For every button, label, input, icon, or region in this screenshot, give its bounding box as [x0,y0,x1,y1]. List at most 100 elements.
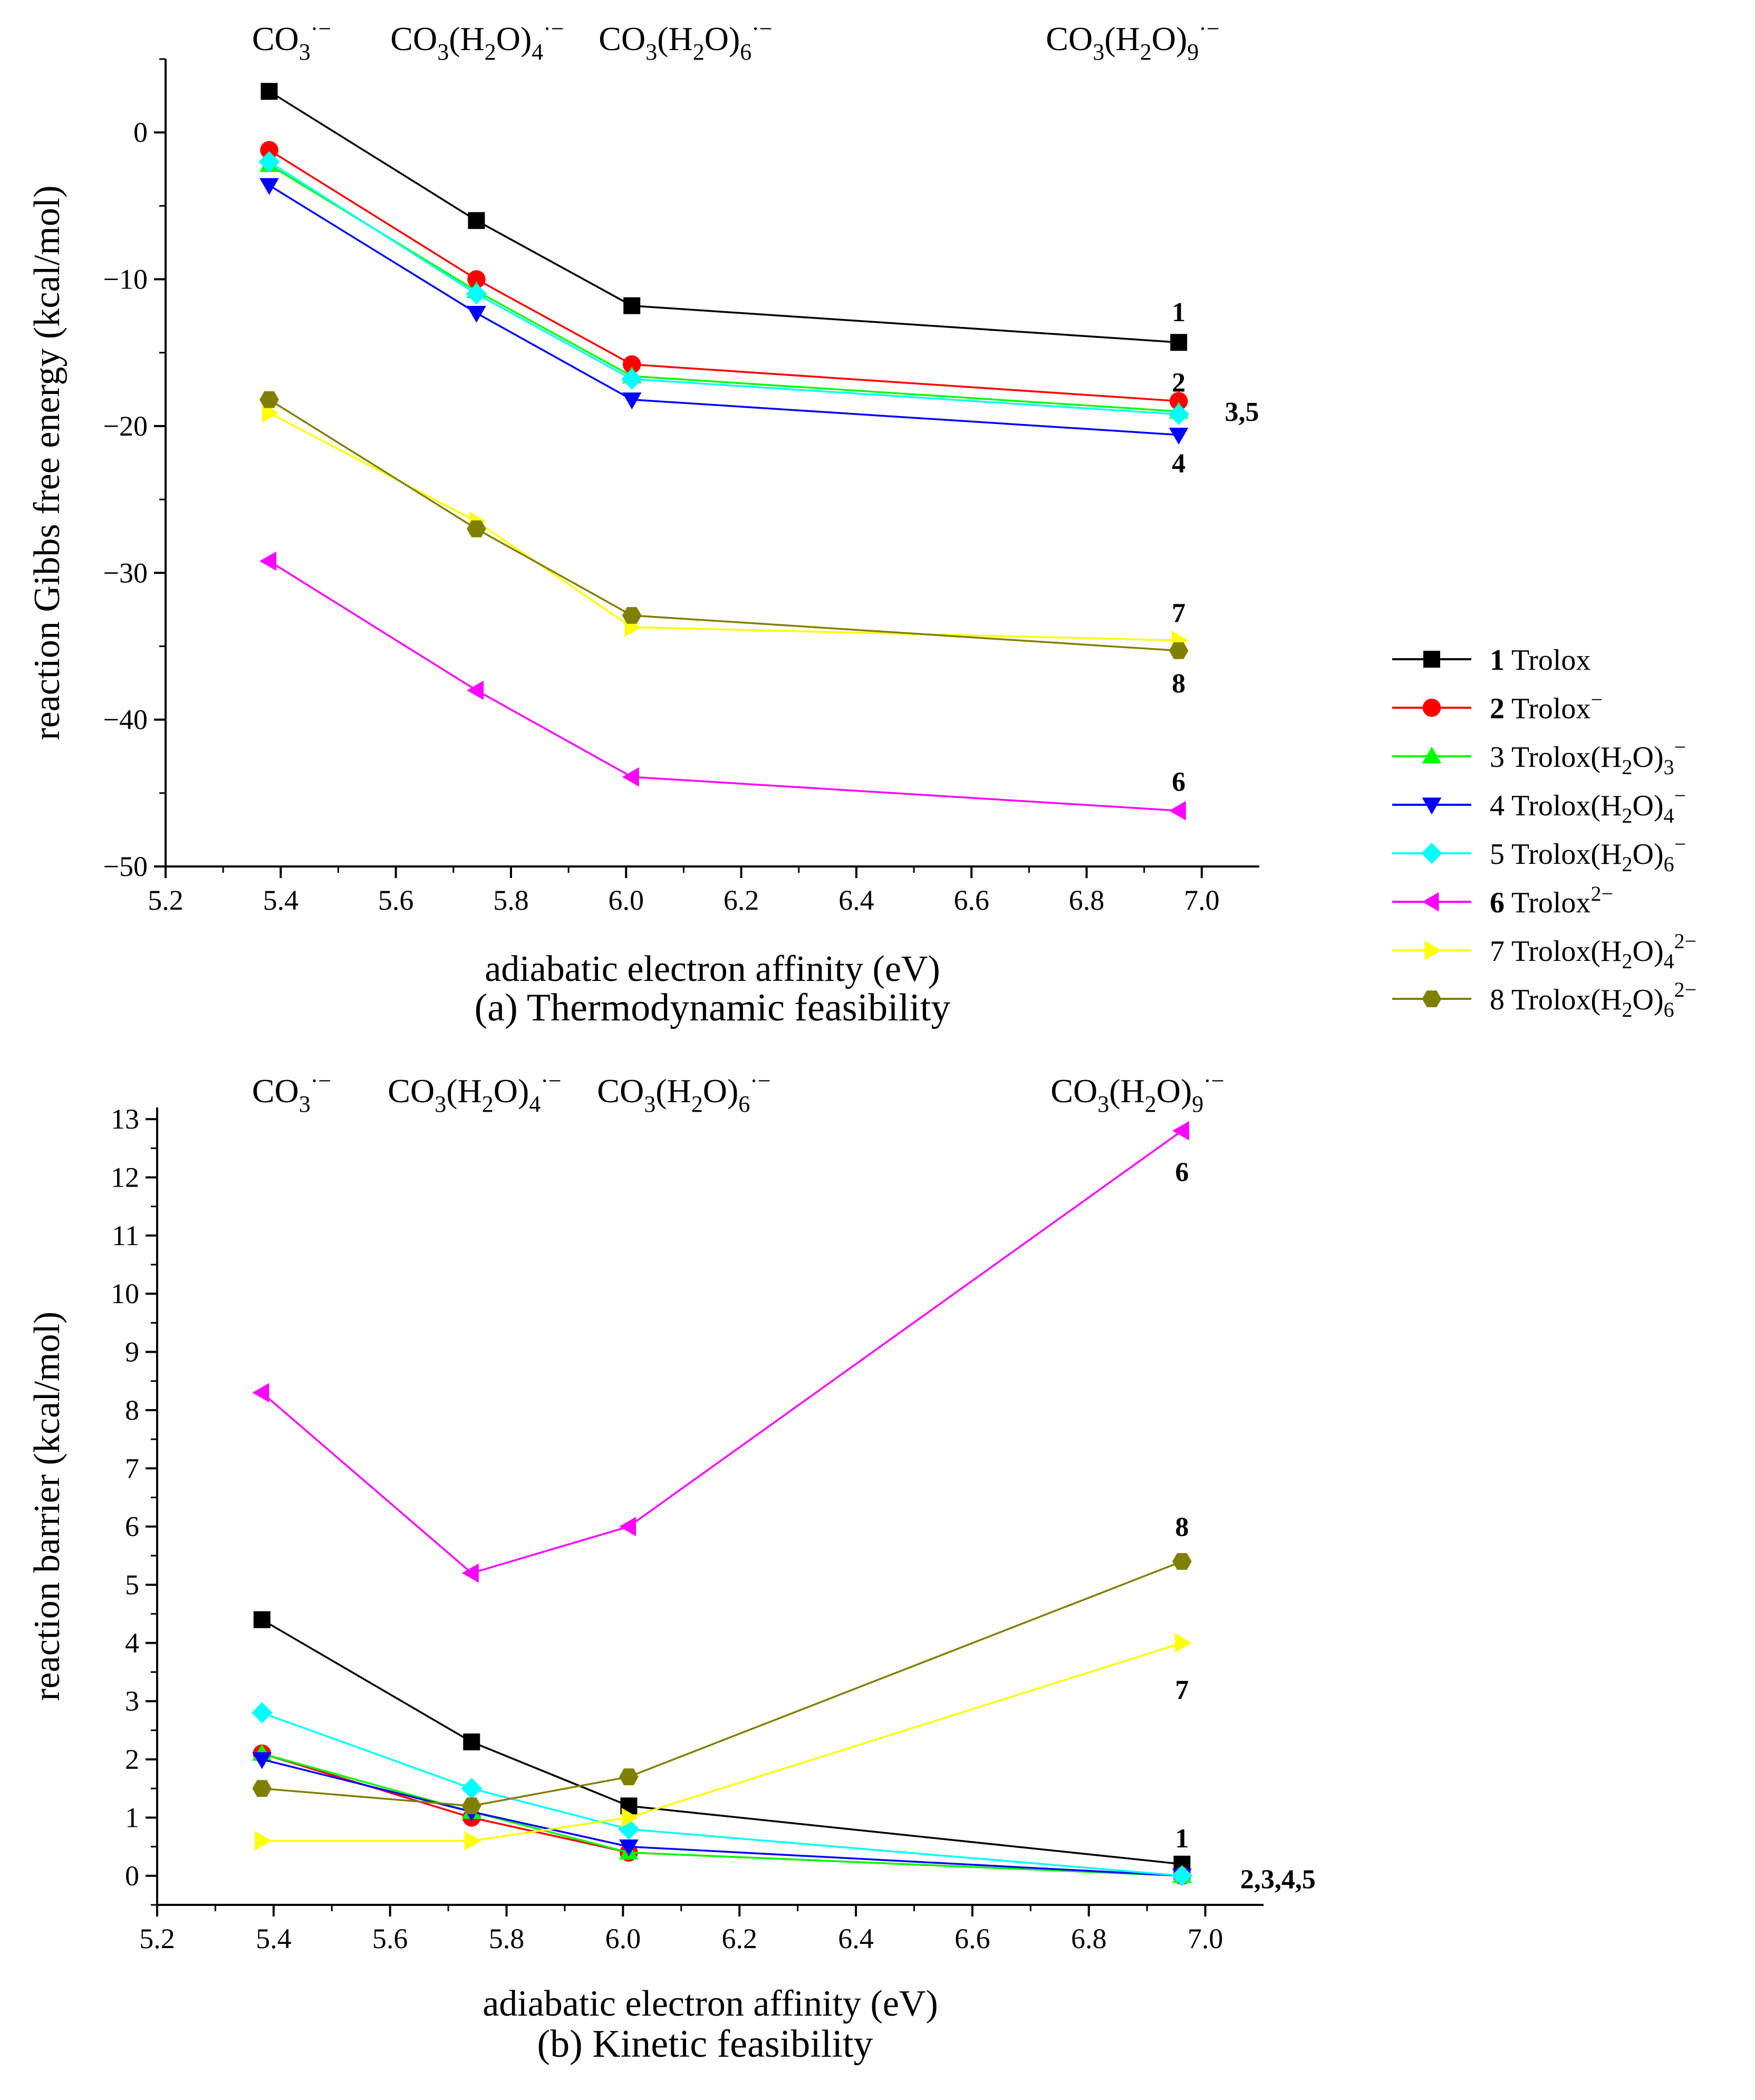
legend-marker [1422,797,1442,815]
legend-label: 2 Trolox− [1490,688,1603,725]
data-point-1 [253,1611,271,1629]
data-point-5 [251,1702,273,1723]
series-8 [252,1553,1192,1815]
series-line-5 [262,1712,1182,1877]
series-5 [258,151,1190,425]
series-line-6 [268,560,1179,812]
x-tick-label: 6.6 [954,1923,990,1954]
x-tick-label: 5.4 [256,1923,292,1954]
y-tick-label: 5 [125,1569,139,1601]
series-annotation: 2,3,4,5 [1240,1864,1316,1894]
series-annotation: 1 [1175,1824,1189,1854]
x-tick-label: 6.4 [838,884,874,916]
data-point-2 [260,141,278,159]
y-axis-label: reaction Gibbs free energy (kcal/mol) [27,185,68,740]
series-8 [259,391,1189,659]
x-tick-label: 6.2 [721,1923,757,1954]
x-tick-label: 6.2 [724,884,759,916]
x-tick-label: 5.6 [378,884,414,916]
x-axis-label: adiabatic electron affinity (eV) [485,949,940,989]
y-tick-label: −40 [103,704,148,736]
legend-label: 7 Trolox(H2O)42− [1490,929,1696,973]
data-point-5 [461,1778,483,1799]
y-tick-label: −30 [103,557,148,589]
panel-caption: (a) Thermodynamic feasibility [475,986,951,1029]
x-tick-label: 5.6 [372,1923,408,1954]
cluster-label: CO3(H2O)6·− [599,16,772,65]
y-tick-label: −20 [103,410,148,442]
series-line-8 [268,399,1179,652]
x-tick-label: 6.0 [609,884,644,916]
cluster-label: CO3·− [252,1068,331,1117]
data-point-7 [255,1831,272,1851]
cluster-label: CO3(H2O)4·− [390,16,564,65]
data-point-5 [1168,403,1190,425]
x-tick-label: 5.2 [139,1923,175,1954]
series-1 [261,83,1188,351]
legend-marker [1421,843,1442,864]
data-point-4 [619,1839,639,1856]
series-annotation: 8 [1175,1513,1189,1543]
y-tick-label: 8 [125,1394,139,1426]
series-5 [251,1702,1193,1886]
series-4 [259,178,1189,445]
data-point-8 [259,391,279,408]
legend-marker [1422,698,1441,717]
data-point-7 [1174,1633,1192,1653]
legend-label: 5 Trolox(H2O)6− [1490,832,1686,876]
series-6 [259,551,1186,821]
data-point-1 [463,1733,480,1750]
series-line-7 [262,1642,1182,1842]
chart-panel-a: 5.2 5.4 5.6 5.8 6.0 6.2 6.4 6.6 6.8 7.0 0 −10 −20 −30… [27,16,1259,1029]
data-point-8 [1169,642,1189,659]
legend-marker [1422,990,1442,1007]
legend-item-3: 3 Trolox(H2O)3− [1392,735,1686,779]
series-annotation: 7 [1172,598,1185,628]
legend-item-1: 1 Trolox [1392,644,1590,677]
cluster-label: CO3(H2O)9·− [1050,1068,1224,1117]
x-tick-label: 5.8 [493,884,529,916]
legend-label: 8 Trolox(H2O)62− [1490,978,1696,1022]
y-tick-label: 2 [125,1743,139,1775]
y-tick-label: 9 [125,1336,139,1368]
series-annotation: 8 [1172,669,1185,699]
data-point-4 [467,306,486,323]
legend-label: 3 Trolox(H2O)3− [1490,735,1686,779]
series-6 [252,1121,1189,1583]
x-tick-label: 6.8 [1069,884,1105,916]
series-2 [260,141,1188,410]
series-annotation: 6 [1172,767,1185,797]
series-7 [255,1633,1192,1851]
data-point-6 [622,767,639,787]
y-tick-label: 12 [111,1161,139,1193]
cluster-label: CO3(H2O)6·− [597,1068,770,1117]
x-tick-label: 5.8 [489,1923,525,1954]
x-axis-label: adiabatic electron affinity (eV) [483,1983,938,2024]
y-axis-label: reaction barrier (kcal/mol) [27,1312,68,1701]
x-tick-label: 6.8 [1071,1923,1107,1954]
y-tick-label: 13 [111,1103,139,1135]
y-tick-label: 1 [125,1802,139,1833]
x-tick-label: 6.0 [605,1923,641,1954]
series-line-8 [262,1560,1183,1807]
series-annotation: 6 [1175,1157,1189,1187]
data-point-1 [1170,334,1188,351]
data-point-5 [1171,1865,1193,1886]
legend: 1 Trolox 2 Trolox− 3 Trolox(H2O)3− 4 Trolox… [1392,644,1696,1022]
data-point-5 [258,151,280,172]
data-point-6 [467,680,484,700]
data-point-6 [619,1517,636,1536]
series-line-1 [261,1619,1182,1865]
legend-item-8: 8 Trolox(H2O)62− [1392,978,1696,1022]
series-line-6 [261,1130,1183,1574]
data-point-6 [1169,801,1186,821]
legend-marker [1423,651,1440,668]
series-line-1 [268,90,1179,343]
legend-label: 6 Trolox2− [1490,882,1613,919]
data-point-4 [252,1752,272,1769]
series-annotation: 1 [1172,297,1185,327]
data-point-6 [252,1383,269,1403]
data-point-1 [623,297,641,314]
y-tick-label: 4 [125,1627,139,1659]
legend-item-5: 5 Trolox(H2O)6− [1392,832,1686,876]
